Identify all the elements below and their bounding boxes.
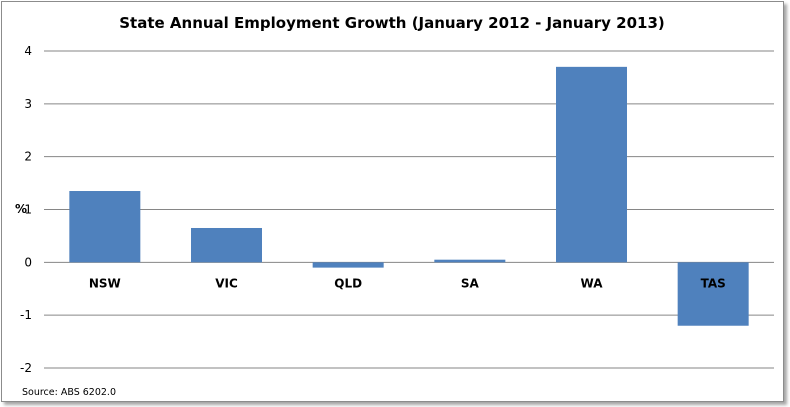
chart-title: State Annual Employment Growth (January … (119, 14, 665, 32)
y-tick-label: 2 (24, 150, 32, 164)
category-label: VIC (215, 276, 238, 290)
category-labels: NSW VIC QLD SA WA TAS (89, 276, 726, 290)
y-tick-labels: 4 3 2 1 0 -1 -2 (20, 44, 32, 375)
y-axis-label: % (15, 202, 27, 216)
category-label: WA (581, 276, 604, 290)
bar-sa (434, 259, 506, 263)
bars (69, 66, 749, 326)
y-tick-label: 4 (24, 44, 32, 58)
y-tick-label: -2 (20, 361, 32, 375)
bar-tas (677, 262, 749, 326)
bar-vic (191, 227, 262, 263)
bar-qld (312, 262, 384, 268)
category-label: TAS (701, 276, 726, 290)
category-label: NSW (89, 276, 121, 290)
y-tick-label: 0 (24, 255, 32, 269)
y-tick-label: 1 (24, 203, 32, 217)
gridlines (44, 50, 774, 369)
category-label: QLD (334, 276, 362, 290)
y-tick-label: 3 (24, 97, 32, 111)
chart-frame: State Annual Employment Growth (January … (1, 1, 784, 402)
y-tick-label: -1 (20, 308, 32, 322)
bar-nsw (69, 191, 141, 263)
bar-wa (556, 66, 627, 263)
source-note: Source: ABS 6202.0 (22, 387, 116, 398)
category-label: SA (461, 276, 480, 290)
chart-svg: State Annual Employment Growth (January … (15, 14, 774, 398)
